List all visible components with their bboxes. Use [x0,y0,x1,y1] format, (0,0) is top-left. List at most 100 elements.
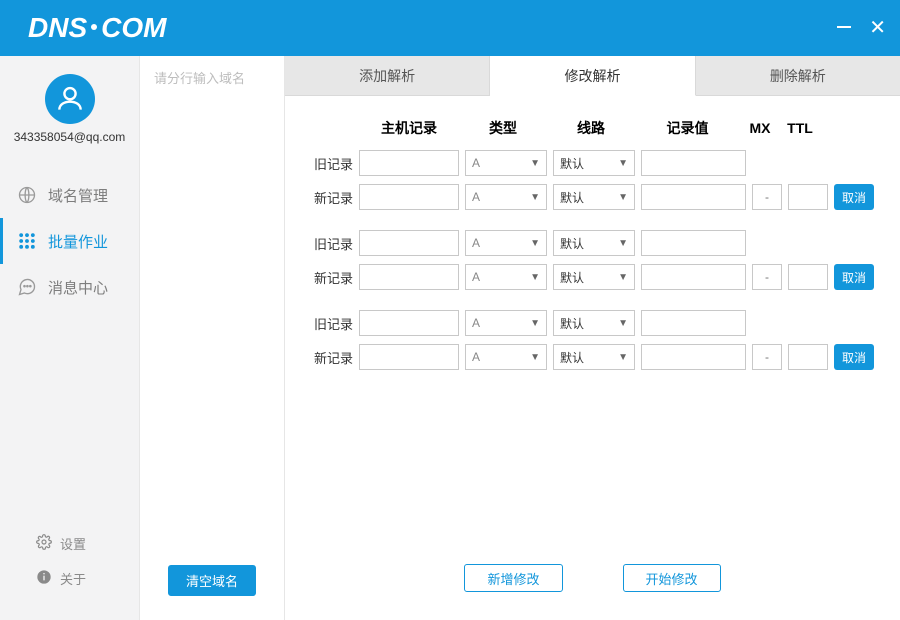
domain-placeholder: 请分行输入域名 [140,56,284,99]
value-input[interactable] [641,264,746,290]
new-record-row: 新记录 A▼默认▼ 取消 [303,264,882,290]
chevron-down-icon: ▼ [618,192,628,203]
user-email: 343358054@qq.com [0,130,139,144]
line-select[interactable]: 默认▼ [553,184,635,210]
header-host: 主机记录 [359,118,459,138]
avatar[interactable] [45,74,95,124]
content: 主机记录 类型 线路 记录值 MX TTL 旧记录A▼默认▼新记录A▼默认▼取消… [285,96,900,620]
chevron-down-icon: ▼ [530,238,540,249]
chevron-down-icon: ▼ [618,158,628,169]
host-input[interactable] [359,150,459,176]
about-link[interactable]: 关于 [0,561,139,596]
type-select[interactable]: A▼ [465,344,547,370]
user-icon [54,83,86,115]
chevron-down-icon: ▼ [530,272,540,283]
nav-label: 域名管理 [48,185,108,206]
line-select[interactable]: 默认▼ [553,230,635,256]
chevron-down-icon: ▼ [618,318,628,329]
tab-add-record[interactable]: 添加解析 [285,56,490,96]
grid-icon [16,230,38,252]
cancel-button[interactable]: 取消 [834,264,874,290]
record-groups: 旧记录A▼默认▼新记录A▼默认▼取消旧记录A▼默认▼新记录A▼默认▼取消旧记录A… [303,150,882,390]
start-modify-button[interactable]: 开始修改 [623,564,721,592]
gear-icon [36,534,52,553]
ttl-input[interactable] [788,184,828,210]
close-button[interactable]: ✕ [869,18,886,38]
line-select[interactable]: 默认▼ [553,150,635,176]
chevron-down-icon: ▼ [530,318,540,329]
window-controls: ✕ [837,18,886,38]
old-record-row: 旧记录 A▼默认▼ [303,150,882,176]
minimize-button[interactable] [837,19,851,37]
header-value: 记录值 [635,118,740,138]
row-label: 旧记录 [303,234,353,253]
sidebar: 343358054@qq.com 域名管理 批量作业 消息中心 [0,56,140,620]
type-select[interactable]: A▼ [465,310,547,336]
host-input[interactable] [359,184,459,210]
line-select[interactable]: 默认▼ [553,264,635,290]
tabs: 添加解析 修改解析 删除解析 [285,56,900,96]
logo-dot [91,24,97,30]
tab-modify-record[interactable]: 修改解析 [490,56,695,96]
tab-delete-record[interactable]: 删除解析 [696,56,900,96]
row-label: 新记录 [303,268,353,287]
mx-input[interactable] [752,344,782,370]
title-bar: DNS COM ✕ [0,0,900,56]
domain-textarea[interactable]: 请分行输入域名 [140,56,284,551]
host-input[interactable] [359,264,459,290]
type-select[interactable]: A▼ [465,150,547,176]
new-record-row: 新记录A▼默认▼取消 [303,184,882,210]
settings-label: 设置 [60,534,86,553]
body: 343358054@qq.com 域名管理 批量作业 消息中心 [0,56,900,620]
new-record-row: 新记录 A▼默认▼ 取消 [303,344,882,370]
type-select[interactable]: A▼ [465,184,547,210]
nav-batch-jobs[interactable]: 批量作业 [0,218,139,264]
mx-input[interactable] [752,184,782,210]
line-select[interactable]: 默认▼ [553,310,635,336]
nav-domain-manage[interactable]: 域名管理 [0,172,139,218]
settings-link[interactable]: 设置 [0,526,139,561]
header-ttl: TTL [780,120,820,136]
chevron-down-icon: ▼ [618,352,628,363]
host-input[interactable] [359,230,459,256]
record-group: 旧记录A▼默认▼新记录A▼默认▼取消 [303,150,882,210]
logo-text-b: COM [101,12,166,44]
clear-domains-button[interactable]: 清空域名 [168,565,256,596]
chat-icon [16,276,38,298]
nav-message-center[interactable]: 消息中心 [0,264,139,310]
info-icon [36,569,52,588]
logo: DNS COM [28,12,166,44]
record-group: 旧记录 A▼默认▼ 新记录 A▼默认▼ 取消 [303,310,882,370]
row-label: 旧记录 [303,314,353,333]
nav-label: 批量作业 [48,231,108,252]
header-line: 线路 [547,118,635,138]
type-select[interactable]: A▼ [465,230,547,256]
host-input[interactable] [359,310,459,336]
old-record-row: 旧记录 A▼默认▼ [303,310,882,336]
value-input[interactable] [641,310,746,336]
chevron-down-icon: ▼ [530,192,540,203]
footer-buttons: 新增修改 开始修改 [303,544,882,620]
host-input[interactable] [359,344,459,370]
old-record-row: 旧记录 A▼默认▼ [303,230,882,256]
value-input[interactable] [641,184,746,210]
about-label: 关于 [60,569,86,588]
row-label: 旧记录 [303,154,353,173]
cancel-button[interactable]: 取消 [834,344,874,370]
mx-input[interactable] [752,264,782,290]
value-input[interactable] [641,230,746,256]
value-input[interactable] [641,344,746,370]
chevron-down-icon: ▼ [618,272,628,283]
type-select[interactable]: A▼ [465,264,547,290]
cancel-button[interactable]: 取消 [834,184,874,210]
nav-label: 消息中心 [48,277,108,298]
logo-text-a: DNS [28,12,87,44]
nav: 域名管理 批量作业 消息中心 [0,172,139,310]
value-input[interactable] [641,150,746,176]
add-modify-button[interactable]: 新增修改 [464,564,562,592]
line-select[interactable]: 默认▼ [553,344,635,370]
main-panel: 添加解析 修改解析 删除解析 主机记录 类型 线路 记录值 MX TTL 旧记录… [285,56,900,620]
row-label: 新记录 [303,348,353,367]
ttl-input[interactable] [788,264,828,290]
ttl-input[interactable] [788,344,828,370]
